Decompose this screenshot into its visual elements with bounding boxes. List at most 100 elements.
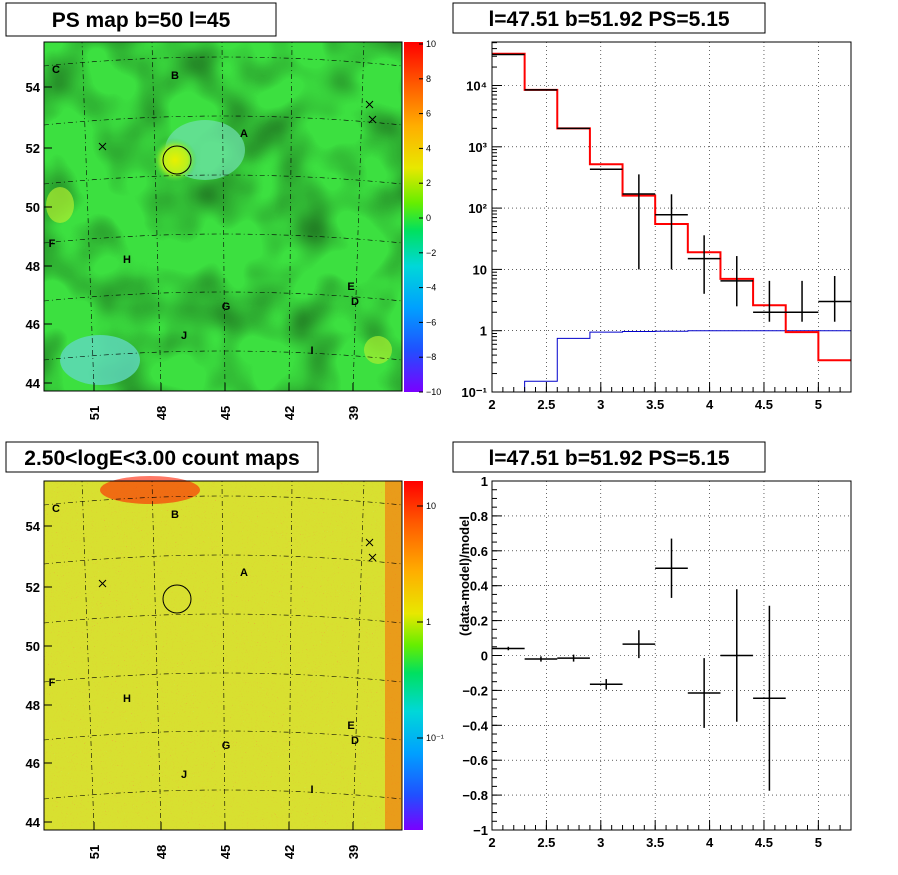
- residual-data-point: [655, 538, 688, 598]
- map-source-label: D: [351, 735, 359, 747]
- colorbar-tick-label: 10⁻¹: [426, 733, 444, 743]
- spectrum-data-point: [720, 256, 754, 307]
- map-longitude-line: [221, 480, 226, 831]
- colorbar-tick-label: −6: [426, 317, 436, 327]
- spectrum-frame: [491, 41, 852, 393]
- map-source-label: F: [49, 677, 56, 689]
- residual-y-tick-label: −0.4: [462, 718, 488, 733]
- map-source-label: B: [171, 509, 179, 521]
- colorbar-tick-label: 8: [426, 74, 431, 84]
- map-source-label: H: [123, 254, 131, 266]
- spectrum-data-point: [655, 194, 688, 270]
- count-map-grid: [43, 480, 403, 831]
- colorbar-tick-label: 10: [426, 501, 436, 511]
- spectrum-title-box: l=47.51 b=51.92 PS=5.15: [452, 2, 766, 34]
- ps-map-warm-region: [46, 187, 74, 223]
- map-y-tick-label: 46: [26, 756, 40, 771]
- residual-data-point: [622, 630, 656, 659]
- map-y-tick-label: 44: [26, 815, 41, 830]
- map-x-tick-label: 42: [282, 406, 297, 420]
- spectrum-data-point: [818, 276, 851, 322]
- map-source-label: C: [52, 64, 60, 76]
- spectrum-x-tick-label: 3: [597, 397, 604, 412]
- spectrum-y-tick-label: 10³: [468, 140, 487, 155]
- count-map-colorbar-ticks: 10 1 10⁻¹: [417, 501, 444, 743]
- spectrum-panel: 2 2.5 3 3.5 4 4.5 5 10⁻¹ 1 10 10² 10³ 10⁴ l=47.51 b=…: [452, 2, 852, 412]
- count-map-ticks: 51 48 45 42 39 54 52 50 48 46 44: [26, 519, 361, 859]
- map-x-tick-label: 45: [218, 845, 233, 859]
- colorbar-tick-label: 4: [426, 143, 431, 153]
- residual-plot-area: [492, 481, 851, 830]
- map-source-label: D: [351, 296, 359, 308]
- map-source-label: J: [181, 769, 187, 781]
- ps-map-cool-region: [60, 335, 140, 385]
- residual-title-box: l=47.51 b=51.92 PS=5.15: [452, 441, 766, 473]
- residual-x-tick-label: 4.5: [755, 835, 773, 850]
- spectrum-title: l=47.51 b=51.92 PS=5.15: [488, 8, 729, 31]
- map-source-label: J: [181, 330, 187, 342]
- residual-y-tick-label: 0.2: [470, 614, 488, 629]
- residual-y-tick-label: 0.6: [470, 544, 488, 559]
- count-map-title-box: 2.50<logE<3.00 count maps: [5, 441, 319, 473]
- colorbar-tick-label: 1: [426, 617, 431, 627]
- colorbar-tick-label: 0: [426, 213, 431, 223]
- ps-map-colorbar: [404, 42, 423, 392]
- residual-data-point: [720, 589, 754, 722]
- count-map-colorbar: [404, 481, 423, 830]
- colorbar-tick-label: −4: [426, 283, 436, 293]
- spectrum-x-tick-label: 4: [706, 397, 714, 412]
- colorbar-tick-label: −8: [426, 352, 436, 362]
- count-map-source-labels: C B A F H G J ED I: [49, 503, 359, 796]
- spectrum-y-tick-label: 10⁻¹: [461, 385, 487, 400]
- map-longitude-line: [288, 41, 293, 392]
- colorbar-tick-label: 6: [426, 109, 431, 119]
- spectrum-data-points: [492, 53, 851, 322]
- map-source-label: B: [171, 70, 179, 82]
- ps-map-title-box: PS map b=50 l=45: [5, 2, 277, 37]
- map-source-label: E: [347, 720, 354, 732]
- residual-data-point: [557, 654, 590, 662]
- map-longitude-line: [352, 480, 365, 831]
- residual-y-tick-label: −1: [473, 823, 488, 838]
- spectrum-data-point: [687, 235, 721, 294]
- ps-map-cross-markers: [98, 100, 377, 151]
- residual-y-tick-label: −0.2: [462, 683, 488, 698]
- map-source-label: E: [347, 281, 354, 293]
- residual-data-point: [589, 679, 623, 690]
- map-x-tick-label: 42: [282, 845, 297, 859]
- spectrum-x-tick-label: 4.5: [755, 397, 773, 412]
- map-longitude-line: [352, 41, 365, 392]
- count-map-title: 2.50<logE<3.00 count maps: [24, 447, 299, 470]
- spectrum-x-tick-label: 5: [815, 397, 822, 412]
- spectrum-y-tick-label: 10⁴: [466, 79, 487, 94]
- ps-map-source-labels: C B A F H G J ED I: [49, 64, 359, 357]
- ps-map-title: PS map b=50 l=45: [52, 9, 231, 32]
- residual-x-tick-label: 5: [815, 835, 822, 850]
- residual-y-tick-label: 1: [481, 474, 488, 489]
- count-map-frame: [43, 480, 403, 831]
- map-y-tick-label: 52: [26, 141, 40, 156]
- count-map-panel: 51 48 45 42 39 54 52 50 48 46 44 C B A F H G J ED I 10 1 10⁻…: [5, 441, 444, 859]
- colorbar-tick-label: −10: [426, 387, 441, 397]
- map-source-label: A: [240, 567, 248, 579]
- map-longitude-line: [81, 480, 95, 831]
- residual-data-points: [492, 538, 786, 791]
- ps-map-colorbar-ticks: 10 8 6 4 2 0 −2 −4 −6 −8 −10: [419, 39, 441, 397]
- map-source-label: G: [222, 301, 231, 313]
- map-source-label: A: [240, 128, 248, 140]
- residual-x-tick-label: 4: [706, 835, 714, 850]
- count-map-texture-cool: [44, 481, 402, 830]
- map-source-label: C: [52, 503, 60, 515]
- residual-y-tick-label: 0.8: [470, 509, 488, 524]
- map-x-tick-label: 51: [87, 406, 102, 420]
- spectrum-y-tick-label: 10: [473, 262, 487, 277]
- colorbar-tick-label: 10: [426, 39, 436, 49]
- map-x-tick-label: 39: [346, 406, 361, 420]
- count-map-hot-edge: [385, 481, 402, 830]
- map-y-tick-label: 44: [26, 376, 41, 391]
- spectrum-x-tick-label: 2.5: [537, 397, 555, 412]
- colorbar-tick-label: 2: [426, 178, 431, 188]
- spectrum-y-tick-label: 1: [480, 324, 487, 339]
